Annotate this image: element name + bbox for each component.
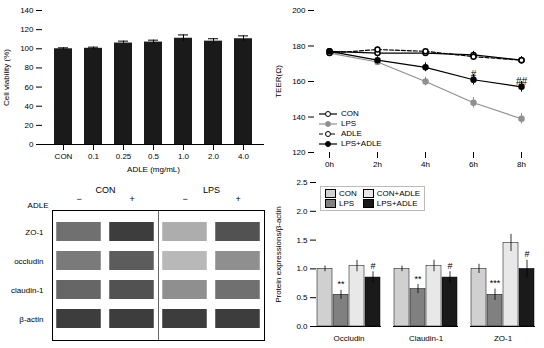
svg-text:0.0: 0.0	[296, 322, 308, 331]
svg-text:ZO-1: ZO-1	[25, 228, 44, 237]
svg-text:0h: 0h	[325, 160, 334, 169]
svg-text:0.1: 0.1	[88, 152, 100, 161]
svg-text:160: 160	[292, 77, 306, 86]
svg-text:0.5: 0.5	[296, 293, 308, 302]
html-text:LPS: LPS	[341, 119, 357, 128]
svg-text:#: #	[524, 249, 529, 259]
svg-text:140: 140	[292, 113, 306, 122]
svg-text:20: 20	[25, 121, 34, 130]
svg-text:##: ##	[516, 76, 528, 87]
svg-text:60: 60	[25, 83, 34, 92]
svg-text:ADLE: ADLE	[28, 201, 49, 210]
svg-text:4.0: 4.0	[238, 152, 250, 161]
svg-text:180: 180	[292, 42, 306, 51]
svg-text:200: 200	[292, 6, 306, 15]
svg-text:occludin: occludin	[14, 257, 43, 266]
svg-text:ZO-1: ZO-1	[494, 334, 513, 343]
svg-text:6h: 6h	[469, 160, 478, 169]
html-text:CON: CON	[339, 189, 357, 198]
svg-text:***: ***	[490, 278, 501, 288]
svg-text:TEER(Ω): TEER(Ω)	[274, 65, 283, 98]
svg-text:−: −	[182, 194, 187, 204]
svg-text:Claudin-1: Claudin-1	[409, 334, 444, 343]
svg-text:120: 120	[292, 148, 306, 157]
svg-text:claudin-1: claudin-1	[11, 286, 44, 295]
svg-text:40: 40	[25, 102, 34, 111]
svg-text:Cell viability (%): Cell viability (%)	[2, 49, 11, 106]
svg-text:#: #	[370, 261, 375, 271]
svg-text:80: 80	[25, 63, 34, 72]
svg-text:+: +	[235, 194, 240, 204]
svg-text:#: #	[471, 69, 477, 80]
svg-text:1.0: 1.0	[296, 264, 308, 273]
svg-text:4h: 4h	[421, 160, 430, 169]
html-text:CON: CON	[341, 109, 359, 118]
svg-text:120: 120	[20, 25, 34, 34]
html-text:ADLE: ADLE	[341, 129, 362, 138]
svg-text:−: −	[76, 194, 81, 204]
html-text:CON+ADLE: CON+ADLE	[376, 189, 421, 198]
svg-text:0.25: 0.25	[116, 152, 132, 161]
svg-text:100: 100	[20, 44, 34, 53]
svg-text:1.5: 1.5	[296, 236, 308, 245]
svg-text:2.5: 2.5	[296, 178, 308, 187]
svg-text:2.0: 2.0	[208, 152, 220, 161]
svg-text:Occludin: Occludin	[333, 334, 364, 343]
svg-text:140: 140	[20, 6, 34, 15]
html-text:LPS: LPS	[339, 199, 355, 208]
svg-text:1.0: 1.0	[178, 152, 190, 161]
svg-text:0: 0	[29, 140, 34, 149]
svg-text:0.5: 0.5	[148, 152, 160, 161]
svg-text:Protein expressions/β-actin: Protein expressions/β-actin	[274, 206, 283, 303]
svg-text:**: **	[337, 279, 345, 289]
svg-text:CON: CON	[96, 185, 116, 195]
svg-text:β-actin: β-actin	[19, 315, 43, 324]
svg-text:ADLE (mg/mL): ADLE (mg/mL)	[127, 165, 180, 174]
svg-text:LPS: LPS	[203, 185, 220, 195]
html-text:LPS+ADLE: LPS+ADLE	[376, 199, 418, 208]
html-text:LPS+ADLE: LPS+ADLE	[341, 139, 382, 148]
svg-text:**: **	[414, 274, 422, 284]
svg-text:2.0: 2.0	[296, 207, 308, 216]
svg-text:+: +	[129, 194, 134, 204]
svg-text:2h: 2h	[373, 160, 382, 169]
svg-text:8h: 8h	[517, 160, 526, 169]
svg-text:CON: CON	[55, 152, 73, 161]
svg-text:#: #	[447, 261, 452, 271]
